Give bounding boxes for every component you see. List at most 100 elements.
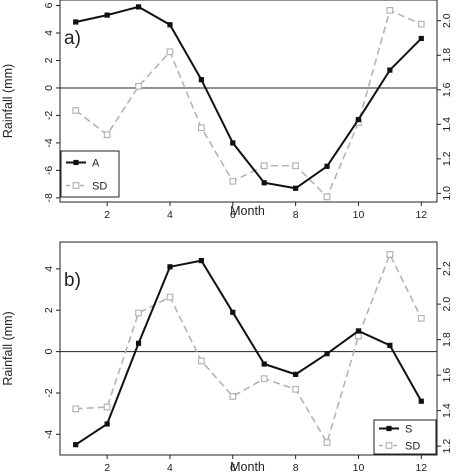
legend-marker-sd xyxy=(385,442,393,449)
y2-tick-label: 1.8 xyxy=(441,48,453,63)
x-tick-label: 12 xyxy=(415,209,427,221)
y-tick-label: 2 xyxy=(43,307,55,313)
x-tick-label: 8 xyxy=(293,209,299,221)
point-sd xyxy=(323,193,331,201)
panel-b: 2 4 6 8 10 12 -4 -2 0 2 4 1.2 1.4 1.6 1.8 2.0 2.2 Month Ra… xyxy=(1,241,453,474)
legend-box xyxy=(60,150,120,198)
y2-tick-label: 2.2 xyxy=(441,261,453,276)
x-tick-label: 6 xyxy=(230,462,236,474)
point-s xyxy=(387,342,393,348)
point-a xyxy=(198,77,204,83)
point-a xyxy=(135,4,142,10)
point-s xyxy=(104,421,110,427)
series-line-s xyxy=(75,259,423,446)
point-s xyxy=(230,309,236,315)
point-s xyxy=(73,442,79,448)
point-a xyxy=(104,12,110,18)
point-a xyxy=(230,140,236,146)
point-a xyxy=(387,67,393,73)
point-s xyxy=(135,340,142,346)
legend: A SD xyxy=(60,150,120,198)
x-tick-label: 4 xyxy=(167,209,173,221)
point-sd xyxy=(260,375,268,383)
point-sd xyxy=(197,357,205,365)
legend-label-sd: SD xyxy=(405,441,420,453)
point-a xyxy=(261,180,267,186)
y2-tick-label: 2.0 xyxy=(441,297,453,312)
y-tick-label: 2 xyxy=(43,57,55,63)
panel-a: 2 4 6 8 10 12 -8 -6 -4 -2 0 2 4 6 1.0 1.2 1.4 1.6 1.8 2.0 Mo… xyxy=(1,0,453,221)
y-axis-label: Rainfall (mm) xyxy=(1,311,15,385)
legend-label-s: S xyxy=(405,424,412,436)
y-tick-label: -4 xyxy=(43,429,55,438)
point-sd xyxy=(323,439,331,446)
series-line-a xyxy=(75,5,423,190)
point-sd xyxy=(197,124,205,132)
plot-frame xyxy=(59,0,438,203)
point-a xyxy=(167,22,173,28)
y-tick-label: 0 xyxy=(43,85,55,91)
y-tick-label: 4 xyxy=(43,30,55,36)
point-a xyxy=(418,35,424,42)
x-tick-label: 6 xyxy=(230,209,236,221)
legend-marker-a xyxy=(73,159,79,166)
x-tick-label: 12 xyxy=(415,462,427,474)
point-sd xyxy=(229,393,237,400)
y2-tick-label: 1.4 xyxy=(441,117,453,132)
point-s xyxy=(355,328,362,334)
point-sd xyxy=(135,82,142,90)
x-tick-label: 4 xyxy=(167,462,173,474)
y2-tick-label: 1.6 xyxy=(441,82,453,97)
y-tick-label: 0 xyxy=(43,349,55,355)
y2-tick-label: 1.4 xyxy=(441,403,453,418)
point-sd xyxy=(292,162,300,170)
point-sd xyxy=(386,6,394,14)
y2-tick-label: 1.2 xyxy=(441,439,453,454)
x-tick-label: 8 xyxy=(293,462,299,474)
x-tick-label: 2 xyxy=(104,209,110,221)
legend-marker-sd xyxy=(72,182,80,189)
y-tick-label: -2 xyxy=(43,111,55,120)
legend-label-a: A xyxy=(92,158,100,170)
point-sd xyxy=(417,20,425,28)
y-tick-label: 6 xyxy=(43,2,55,8)
legend-box xyxy=(373,419,437,455)
y-axis-label: Rainfall (mm) xyxy=(1,64,15,138)
point-s xyxy=(261,361,267,367)
x-tick-label: 2 xyxy=(104,462,110,474)
point-sd xyxy=(166,293,174,301)
y2-tick-label: 2.0 xyxy=(441,13,453,28)
plot-frame xyxy=(59,241,438,456)
point-a xyxy=(355,116,362,123)
legend: S SD xyxy=(373,419,437,455)
x-tick-label: 10 xyxy=(353,462,365,474)
point-sd xyxy=(417,314,425,322)
point-s xyxy=(167,264,173,270)
series-line-sd xyxy=(75,252,423,445)
point-s xyxy=(198,258,204,264)
y-tick-label: -4 xyxy=(43,138,55,147)
point-a xyxy=(324,163,330,169)
y-tick-label: -6 xyxy=(43,166,55,175)
x-tick-label: 10 xyxy=(353,209,365,221)
point-sd xyxy=(72,405,80,413)
point-sd xyxy=(386,251,394,258)
point-sd xyxy=(103,131,111,139)
y2-tick-label: 1.2 xyxy=(441,151,453,166)
point-s xyxy=(293,371,299,377)
point-sd xyxy=(355,332,362,340)
point-a xyxy=(293,185,299,191)
series-line-sd xyxy=(75,9,422,199)
point-s xyxy=(418,398,424,404)
y2-tick-label: 1.8 xyxy=(441,332,453,347)
panel-label: a) xyxy=(64,28,81,49)
point-sd xyxy=(292,385,300,393)
point-sd xyxy=(229,177,237,185)
point-a xyxy=(73,19,79,25)
point-sd xyxy=(103,403,111,411)
y2-tick-label: 1.0 xyxy=(441,186,453,201)
point-sd xyxy=(260,162,268,170)
x-axis-label: Month xyxy=(230,460,265,474)
y-tick-label: -8 xyxy=(43,193,55,202)
point-sd xyxy=(166,48,174,56)
